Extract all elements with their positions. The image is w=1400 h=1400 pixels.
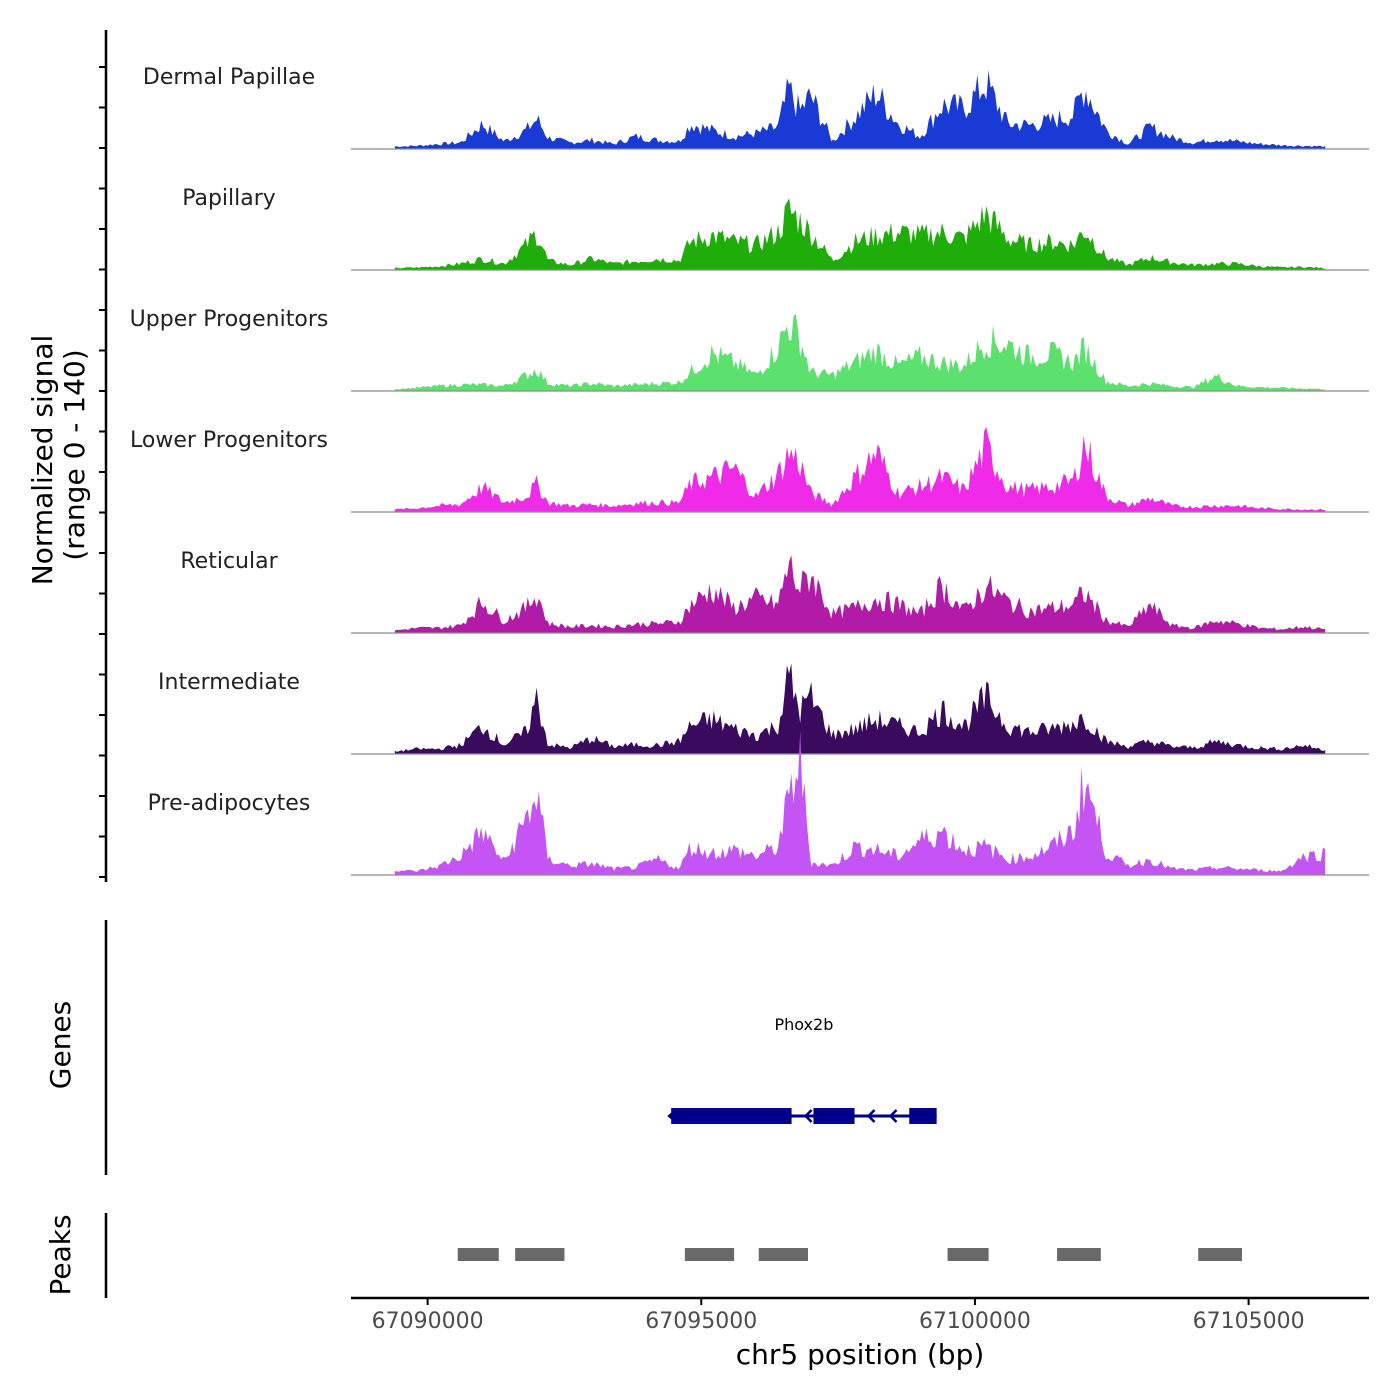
gene-exon: [909, 1108, 937, 1124]
signal-y-ticks: [99, 66, 106, 878]
strand-arrow: [803, 1109, 813, 1123]
track-intermediate: Intermediate: [158, 663, 1369, 755]
track-lower-progenitors: Lower Progenitors: [130, 426, 1369, 513]
x-axis-ticks: 67090000 67095000 67100000 67105000: [372, 1298, 1305, 1334]
genes-panel-label: Genes: [44, 1001, 77, 1089]
peaks-panel-label: Peaks: [44, 1214, 77, 1295]
y-axis-title-line2: (range 0 - 140): [58, 349, 91, 560]
track-upper-progenitors: Upper Progenitors: [130, 307, 1369, 392]
track-label: Upper Progenitors: [130, 307, 329, 332]
track-area: [394, 198, 1326, 270]
peak: [1057, 1248, 1101, 1261]
strand-arrow: [888, 1109, 898, 1123]
track-area: [394, 426, 1326, 512]
peak: [457, 1248, 499, 1261]
track-area: [394, 555, 1326, 633]
track-label: Papillary: [182, 186, 276, 211]
x-axis-title: chr5 position (bp): [736, 1338, 985, 1371]
gene-exon: [813, 1108, 855, 1124]
peak: [684, 1248, 735, 1261]
track-label: Reticular: [180, 549, 278, 574]
x-tick-label: 67105000: [1193, 1309, 1305, 1334]
peak: [758, 1248, 809, 1261]
track-area: [394, 70, 1326, 149]
track-reticular: Reticular: [180, 549, 1369, 634]
signal-tracks: Dermal Papillae Papillary Upper Progenitor…: [130, 65, 1369, 876]
peaks-panel: [457, 1248, 1243, 1261]
track-dermal-papillae: Dermal Papillae: [143, 65, 1369, 150]
genes-panel: Phox2b: [667, 1015, 937, 1124]
track-area: [394, 663, 1326, 754]
gene-name: Phox2b: [774, 1015, 833, 1034]
strand-arrow: [866, 1109, 876, 1123]
strand-arrow: [667, 1110, 676, 1122]
track-label: Pre-adipocytes: [148, 791, 311, 816]
gene-phox2b: Phox2b: [667, 1015, 937, 1124]
track-area: [394, 730, 1326, 875]
track-pre-adipocytes: Pre-adipocytes: [148, 730, 1369, 876]
x-tick-label: 67095000: [645, 1309, 757, 1334]
peak: [947, 1248, 989, 1261]
peak: [515, 1248, 565, 1261]
peak: [1198, 1248, 1243, 1261]
track-label: Intermediate: [158, 670, 300, 695]
gene-exon: [671, 1108, 792, 1124]
x-tick-label: 67100000: [919, 1309, 1031, 1334]
y-axis-title-line1: Normalized signal: [26, 335, 59, 586]
track-papillary: Papillary: [182, 186, 1369, 271]
track-label: Lower Progenitors: [130, 428, 328, 453]
track-label: Dermal Papillae: [143, 65, 315, 90]
track-area: [394, 314, 1326, 391]
x-tick-label: 67090000: [372, 1309, 484, 1334]
